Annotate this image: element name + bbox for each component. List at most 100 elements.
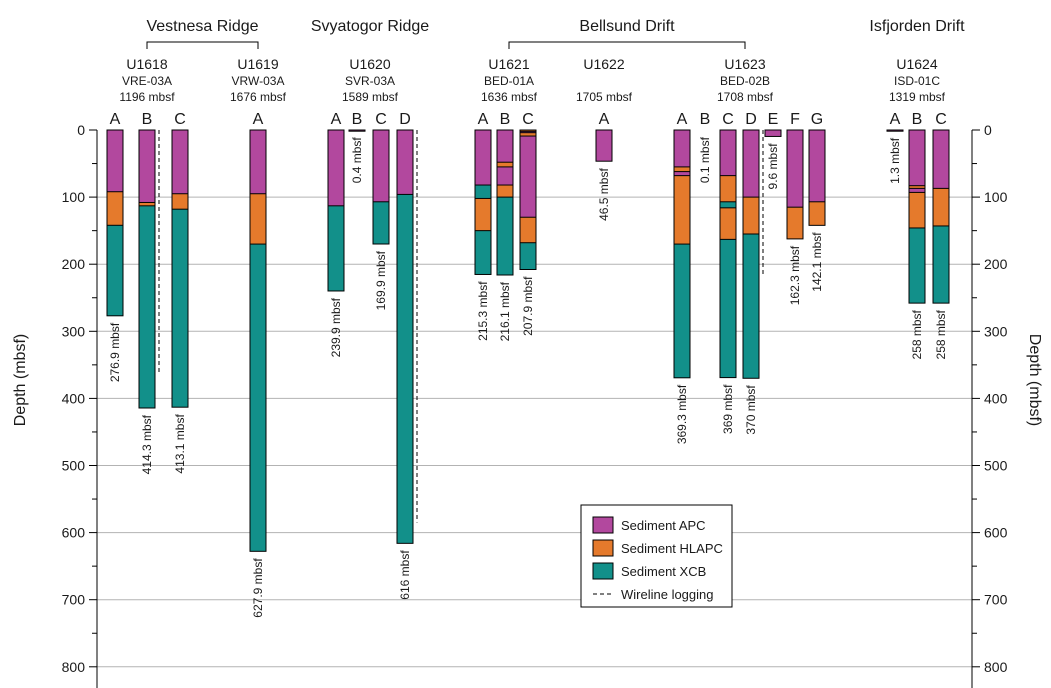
hole-columns: A 276.9 mbsf B 414.3 mbsf C 413.1 mbsf A 627.9 … [106,111,950,618]
site-code: VRE-03A [122,74,172,88]
hole-U1621-B: B 216.1 mbsf [496,111,514,341]
hole-depth-label: 414.3 mbsf [140,414,154,474]
core-segment-apc [720,130,736,176]
hole-U1618-A: A 276.9 mbsf [106,111,124,382]
core-segment-apc [107,130,123,192]
core-segment-hlapc [809,201,825,226]
hole-outline [171,129,189,408]
core-segment-xcb [475,185,491,199]
hole-U1622-A: A 46.5 mbsf [595,111,613,221]
hole-U1618-C: C 413.1 mbsf [171,111,189,474]
core-segment-apc [743,130,759,198]
hole-letter: C [174,111,186,128]
hole-depth-label: 207.9 mbsf [521,276,535,336]
core-segment-apc [349,130,365,132]
core-segment-hlapc [250,193,266,245]
hole-outline [327,129,345,292]
core-segment-apc [765,130,781,137]
left-tick-label: 100 [62,189,86,205]
site-water-depth: 1676 mbsf [230,90,287,104]
left-tick-label: 200 [62,256,86,272]
left-tick-label: 700 [62,592,86,608]
core-segment-apc [674,130,690,167]
y-axis-label-left: Depth (mbsf) [12,334,29,426]
core-segment-apc [397,130,413,195]
hole-depth-label: 239.9 mbsf [329,297,343,357]
core-segment-xcb [720,201,736,208]
core-segment-apc [809,130,825,202]
hole-depth-label: 169.9 mbsf [374,250,388,310]
core-segment-apc [933,130,949,189]
depth-axes: 0 0 100 100 200 200 300 300 400 400 500 500 600 600 70… [62,122,1008,688]
site-name: U1621 [488,56,529,72]
region-label: Vestnesa Ridge [146,18,258,35]
core-segment-apc [250,130,266,194]
hole-U1623-C: C 369 mbsf [719,111,737,434]
hole-depth-label: 215.3 mbsf [476,281,490,341]
core-segment-xcb [497,197,513,276]
hole-letter: C [935,111,947,128]
hole-letter: C [375,111,387,128]
core-segment-apc [497,130,513,163]
hole-outline [719,129,737,379]
right-tick-label: 500 [984,458,1008,474]
hole-outline [595,129,613,162]
core-segment-apc [328,130,344,206]
hole-depth-label: 0.1 mbsf [698,136,712,183]
core-segment-xcb [909,227,925,304]
site-water-depth: 1319 mbsf [889,90,946,104]
core-segment-xcb [250,244,266,552]
hole-letter: A [599,111,610,128]
site-name: U1624 [896,56,937,72]
core-segment-hlapc [172,193,188,210]
core-segment-xcb [139,205,155,408]
site-code: BED-02B [720,74,770,88]
legend-swatch-apc [592,516,614,534]
site-name: U1619 [237,56,278,72]
hole-depth-label: 9.6 mbsf [766,143,780,190]
hole-letter: A [331,111,342,128]
hole-outline [786,129,804,240]
core-segment-apc [373,130,389,202]
hole-depth-label: 162.3 mbsf [788,245,802,305]
core-segment-hlapc [909,192,925,228]
hole-letter: A [478,111,489,128]
hole-outline [348,129,366,132]
hole-U1620-D: D 616 mbsf [396,111,418,600]
hole-U1623-E: E 9.6 mbsf [764,111,782,190]
right-tick-label: 100 [984,189,1008,205]
hole-U1624-C: C 258 mbsf [932,111,950,359]
left-tick-label: 400 [62,390,86,406]
core-segment-hlapc [520,130,536,132]
hole-U1623-G: G 142.1 mbsf [808,111,826,292]
core-segment-hlapc [743,197,759,235]
core-segment-apc [887,130,903,132]
core-segment-xcb [475,230,491,275]
site-name: U1622 [583,56,624,72]
hole-outline [496,129,514,276]
left-tick-label: 800 [62,659,86,675]
right-tick-label: 400 [984,390,1008,406]
hole-letter: E [768,111,779,128]
site-water-depth: 1636 mbsf [481,90,538,104]
hole-depth-label: 258 mbsf [910,309,924,359]
hole-outline [908,129,926,304]
core-segment-apc [909,130,925,186]
site-water-depth: 1589 mbsf [342,90,399,104]
right-tick-label: 700 [984,592,1008,608]
right-tick-label: 600 [984,525,1008,541]
hole-outline [742,129,760,379]
hole-depth-label: 1.3 mbsf [888,137,902,184]
site-water-depth: 1705 mbsf [576,90,633,104]
hole-U1620-C: C 169.9 mbsf [372,111,390,310]
hole-letter: A [110,111,121,128]
core-segment-hlapc [520,217,536,243]
right-tick-label: 200 [984,256,1008,272]
hole-depth-label: 276.9 mbsf [108,322,122,382]
core-segment-xcb [328,205,344,291]
hole-depth-label: 142.1 mbsf [810,232,824,292]
hole-letter: B [142,111,153,128]
site-name: U1620 [349,56,390,72]
core-segment-apc [475,130,491,186]
hole-outline [932,129,950,304]
